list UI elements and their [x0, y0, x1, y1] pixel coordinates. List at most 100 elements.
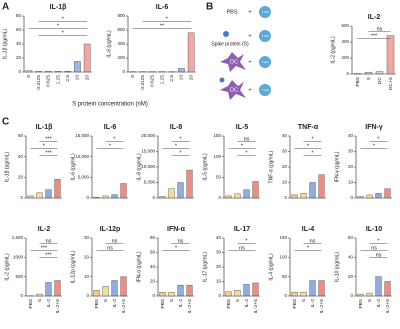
bar — [36, 293, 43, 297]
y-axis-label: IL-5 (pg/mL) — [202, 153, 208, 181]
significance-label: * — [311, 136, 314, 142]
bar — [364, 72, 373, 75]
x-tick-label: IL-2 — [112, 299, 118, 308]
y-axis-label: IFN-γ (pg/mL) — [334, 151, 340, 182]
y-tick-label: 60 — [18, 133, 24, 138]
chart-title: IFN-γ — [365, 124, 383, 131]
bar — [178, 68, 185, 73]
x-tick-label: PBS — [355, 77, 361, 87]
significance-label: ns — [112, 238, 118, 244]
chart-title: IL-4 — [302, 226, 315, 233]
bar — [318, 280, 325, 297]
y-tick-label: 0 — [86, 195, 89, 200]
bar — [366, 194, 373, 199]
significance-label: ns — [46, 238, 52, 244]
diagram-label: DC — [230, 59, 238, 65]
y-axis-label: IL-8 (pg/mL) — [136, 153, 142, 181]
diagram-label: DC — [230, 87, 238, 93]
panel-letter: A — [2, 2, 9, 13]
y-axis-label: IL-10 (pg/mL) — [334, 252, 340, 282]
bar — [54, 71, 62, 73]
x-tick-label: DC — [377, 76, 383, 83]
y-tick-label: 20 — [150, 279, 156, 284]
y-axis-label: IL-17 (pg/mL) — [202, 252, 208, 282]
y-tick-label: 5,000 — [78, 175, 90, 180]
y-axis-label: IL-4 (pg/mL) — [268, 253, 274, 281]
bar — [291, 194, 298, 199]
bar — [83, 43, 91, 73]
significance-label: * — [109, 143, 112, 149]
y-tick-label: 0 — [218, 195, 221, 200]
bar — [159, 292, 166, 297]
significance-label: * — [175, 143, 178, 149]
significance-label: * — [377, 238, 380, 244]
x-tick-label: IL-2 — [244, 299, 250, 308]
y-tick-label: 400 — [117, 41, 125, 46]
significance-label: ns — [310, 238, 316, 244]
chart-title: IL-10 — [366, 226, 382, 233]
y-tick-label: 0 — [86, 293, 89, 298]
y-tick-label: 20 — [348, 274, 354, 279]
bar — [159, 196, 166, 199]
x-tick-label: IL-2 — [376, 299, 382, 308]
bar — [54, 179, 61, 199]
bar — [243, 284, 250, 297]
y-tick-label: 20 — [18, 175, 24, 180]
significance-label: * — [179, 150, 182, 156]
bar — [177, 284, 184, 297]
bar — [375, 276, 382, 297]
y-axis-label: IL-12p (pg/mL) — [70, 250, 76, 283]
t-cell-icon — [259, 56, 271, 68]
y-tick-label: 60 — [16, 27, 22, 32]
y-tick-label: 40 — [282, 133, 288, 138]
bar — [234, 193, 241, 199]
significance-label: * — [245, 150, 248, 156]
x-axis-label: S protein concentration (nM) — [72, 102, 148, 108]
bar — [111, 280, 118, 297]
t-cell-icon — [259, 30, 271, 42]
bar — [186, 284, 193, 297]
chart-title: IL-2 — [368, 14, 381, 21]
y-tick-label: 50 — [216, 175, 222, 180]
plus: + — [248, 59, 251, 65]
y-tick-label: 40 — [348, 255, 354, 260]
x-tick-label: IL-2+S — [253, 299, 259, 313]
significance-label: *** — [45, 136, 52, 142]
bar — [386, 35, 395, 75]
diagram-label: PBS — [226, 9, 237, 15]
x-tick-label: 0.625 — [46, 75, 52, 87]
panel-letter: B — [206, 2, 213, 13]
bar — [120, 276, 127, 297]
bar — [25, 70, 33, 73]
y-tick-label: 150 — [213, 133, 221, 138]
bar — [309, 280, 316, 297]
y-tick-label: 20 — [216, 264, 222, 269]
significance-label: * — [307, 245, 310, 251]
y-tick-label: 800 — [117, 13, 125, 18]
chart-title: IL-6 — [156, 4, 169, 11]
y-tick-label: 40 — [348, 133, 354, 138]
x-tick-label: S — [103, 299, 109, 302]
bar — [291, 291, 298, 297]
bar — [111, 194, 118, 199]
dc-icon — [220, 80, 246, 100]
x-tick-label: PBS — [292, 299, 298, 309]
x-tick-label: IL-2+S — [319, 299, 325, 313]
plus: + — [248, 9, 251, 15]
y-axis-label: IFN-α (pg/mL) — [136, 251, 142, 283]
significance-label: * — [307, 143, 310, 149]
x-tick-label: 2.5 — [65, 75, 71, 82]
y-tick-label: 500 — [15, 274, 23, 279]
y-tick-label: 0 — [18, 69, 21, 74]
x-tick-label: 2.5 — [169, 75, 175, 82]
significance-label: *** — [45, 252, 52, 258]
x-tick-label: PBS — [160, 299, 166, 309]
y-axis-label: IL-2 (pg/mL) — [4, 253, 10, 281]
significance-label: *** — [371, 33, 378, 39]
bar — [64, 71, 72, 73]
significance-label: * — [62, 30, 65, 36]
panel-letter: C — [2, 117, 9, 128]
bar — [44, 71, 52, 73]
y-tick-label: 1000 — [13, 255, 24, 260]
